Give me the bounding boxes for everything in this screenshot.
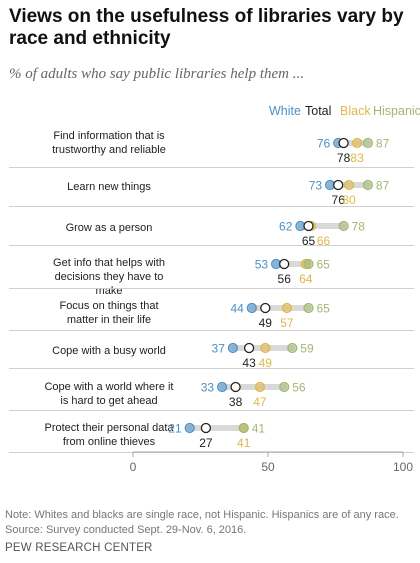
chart-note: Note: Whites and blacks are single race,… [5, 508, 399, 538]
legend-white: White [269, 104, 301, 118]
dot-total [243, 342, 255, 354]
row-divider [9, 288, 414, 289]
row-label: Find information that is trustworthy and… [52, 130, 166, 156]
value-label-white: 37 [212, 342, 226, 356]
x-tick-label: 50 [261, 460, 275, 474]
value-label-black: 47 [253, 395, 267, 409]
value-label-black: 64 [299, 272, 313, 286]
value-label-white: 44 [230, 302, 244, 316]
dot-total [200, 422, 212, 434]
dot-black [260, 342, 271, 354]
x-tick-label: 100 [393, 460, 413, 474]
chart-title: Views on the usefulness of libraries var… [9, 6, 404, 49]
value-label-black: 80 [342, 193, 356, 207]
row-label: Cope with a busy world [52, 345, 166, 357]
legend-hispanic: Hispanic [373, 104, 420, 118]
value-label-total: 56 [278, 272, 292, 286]
value-label-total: 65 [302, 234, 316, 248]
value-label-hispanic: 87 [376, 179, 390, 193]
row-divider [9, 330, 414, 331]
value-label-total: 27 [199, 436, 213, 450]
value-label-hispanic: 65 [317, 258, 331, 272]
dot-white [184, 422, 195, 434]
value-label-black: 49 [259, 356, 273, 370]
dot-hispanic [279, 381, 290, 393]
row-divider [9, 167, 414, 168]
legend-total: Total [305, 104, 332, 118]
row-label: Grow as a person [65, 222, 153, 234]
value-label-hispanic: 65 [317, 302, 331, 316]
organization-name: PEW RESEARCH CENTER [5, 542, 153, 554]
value-label-white: 73 [309, 179, 323, 193]
row-label: Learn new things [67, 181, 151, 193]
value-label-total: 49 [259, 316, 273, 330]
dot-total [260, 302, 271, 314]
dot-hispanic [287, 342, 298, 354]
value-label-white: 62 [279, 220, 293, 234]
row-label: Get info that helps with decisions they … [53, 257, 165, 297]
source-text: Source: Survey conducted Sept. 29-Nov. 6… [5, 524, 247, 536]
value-label-white: 76 [317, 137, 331, 151]
dot-hispanic [303, 258, 314, 270]
value-label-hispanic: 41 [252, 422, 266, 436]
dot-hispanic [238, 422, 249, 434]
value-label-black: 57 [280, 316, 294, 330]
value-label-total: 78 [337, 151, 351, 165]
value-label-hispanic: 87 [376, 137, 390, 151]
dot-total [230, 381, 241, 393]
dot-black [254, 381, 265, 393]
dot-total [333, 179, 344, 191]
dot-black [343, 179, 355, 191]
value-label-hispanic: 78 [352, 220, 366, 234]
dot-total [279, 258, 290, 270]
value-label-total: 38 [229, 395, 243, 409]
dot-white [217, 381, 228, 393]
dot-black [281, 302, 292, 314]
row-label: Cope with a world where it is hard to ge… [44, 381, 174, 407]
value-label-total: 76 [332, 193, 346, 207]
dot-hispanic [303, 302, 314, 314]
dot-white [227, 342, 238, 354]
value-label-black: 83 [350, 151, 364, 165]
value-label-hispanic: 59 [300, 342, 314, 356]
row-divider [9, 368, 414, 369]
dot-hispanic [338, 220, 349, 232]
value-label-white: 21 [168, 422, 182, 436]
row-label: Focus on things that matter in their lif… [59, 300, 159, 326]
row-label: Protect their personal data from online … [44, 422, 174, 448]
dot-total [338, 137, 349, 149]
value-label-total: 43 [242, 356, 256, 370]
dot-hispanic [362, 137, 373, 149]
legend-black: Black [340, 104, 371, 118]
dot-total [303, 220, 314, 232]
dot-white [246, 302, 257, 314]
note-text: Note: Whites and blacks are single race,… [5, 509, 399, 521]
row-divider [9, 245, 414, 246]
value-label-black: 41 [237, 436, 251, 450]
row-divider [9, 410, 414, 411]
value-label-hispanic: 56 [292, 381, 306, 395]
dot-hispanic [362, 179, 373, 191]
dot-black [352, 137, 363, 149]
row-divider [9, 206, 414, 207]
value-label-black: 66 [317, 234, 331, 248]
value-label-white: 53 [255, 258, 269, 272]
chart-subtitle: % of adults who say public libraries hel… [9, 66, 304, 82]
x-tick-label: 0 [130, 460, 137, 474]
value-label-white: 33 [201, 381, 215, 395]
